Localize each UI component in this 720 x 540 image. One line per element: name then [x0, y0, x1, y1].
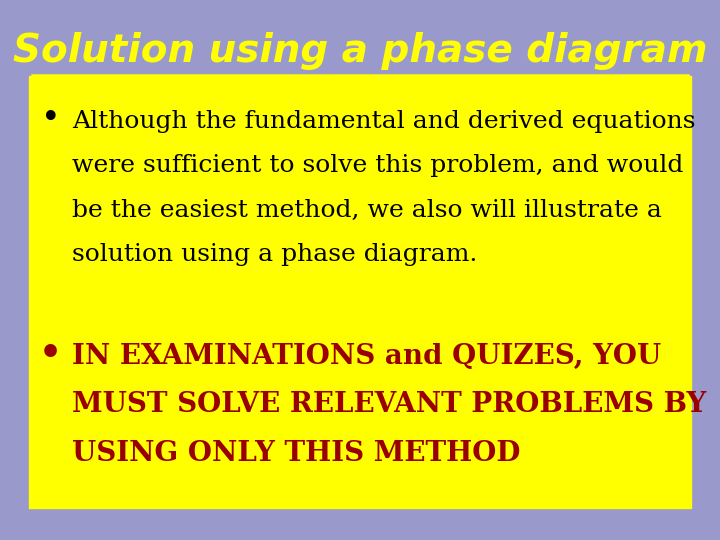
Text: Solution using a phase diagram: Solution using a phase diagram [13, 32, 707, 70]
Text: be the easiest method, we also will illustrate a: be the easiest method, we also will illu… [72, 199, 662, 221]
Text: •: • [40, 102, 60, 136]
Text: were sufficient to solve this problem, and would: were sufficient to solve this problem, a… [72, 154, 683, 177]
Text: Although the fundamental and derived equations: Although the fundamental and derived equ… [72, 110, 696, 133]
Text: MUST SOLVE RELEVANT PROBLEMS BY: MUST SOLVE RELEVANT PROBLEMS BY [72, 392, 706, 418]
Text: IN EXAMINATIONS and QUIZES, YOU: IN EXAMINATIONS and QUIZES, YOU [72, 343, 661, 370]
Text: solution using a phase diagram.: solution using a phase diagram. [72, 243, 477, 266]
Text: •: • [39, 337, 62, 370]
Text: USING ONLY THIS METHOD: USING ONLY THIS METHOD [72, 440, 521, 467]
FancyBboxPatch shape [29, 76, 691, 508]
